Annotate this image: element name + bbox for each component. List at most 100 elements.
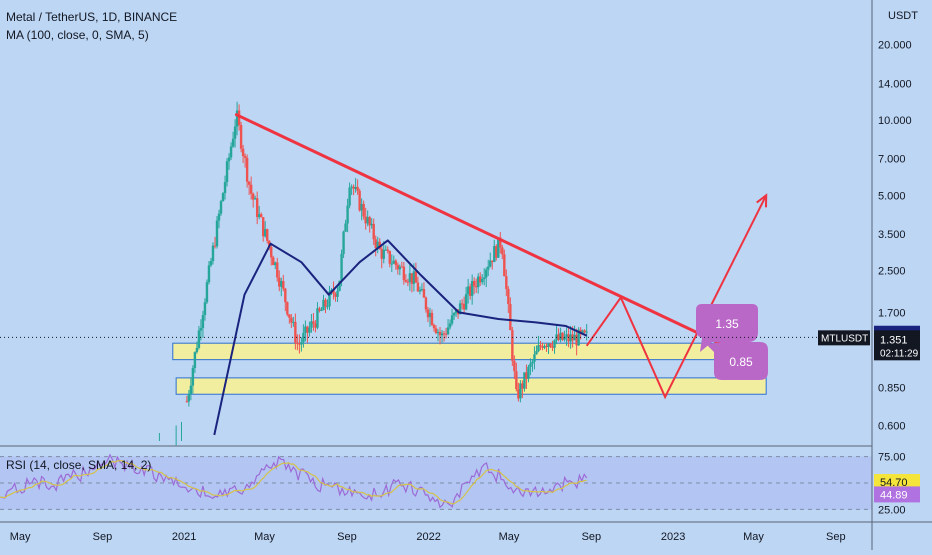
- candle: [507, 286, 510, 314]
- candle: [525, 364, 528, 389]
- candle: [304, 320, 307, 342]
- time-tick-label: May: [10, 531, 31, 543]
- candle: [414, 262, 418, 283]
- candle: [559, 327, 562, 343]
- candle: [272, 255, 275, 266]
- candle: [235, 101, 239, 136]
- candle: [366, 210, 369, 227]
- candle: [392, 255, 396, 265]
- symbol-tag: MTLUSDT: [818, 330, 870, 346]
- candle: [513, 355, 516, 380]
- candle: [499, 232, 502, 254]
- candle: [308, 321, 311, 337]
- candle: [292, 316, 295, 327]
- candle: [360, 198, 363, 221]
- support-bubble-label: 0.85: [729, 355, 753, 369]
- svg-text:MTLUSDT: MTLUSDT: [821, 333, 868, 344]
- candle: [386, 246, 389, 254]
- candle: [223, 175, 227, 200]
- candle: [290, 314, 293, 328]
- candle: [356, 179, 359, 195]
- resistance-trend-line[interactable]: [234, 113, 731, 350]
- candle: [288, 314, 291, 324]
- candle: [553, 339, 556, 354]
- candle: [521, 380, 524, 399]
- ma-indicator-label: MA (100, close, 0, SMA, 5): [6, 28, 149, 42]
- candle: [436, 328, 440, 342]
- support-zone-2[interactable]: [175, 377, 767, 395]
- resistance-bubble[interactable]: 1.35: [696, 304, 758, 352]
- chart-title: Metal / TetherUS, 1D, BINANCE: [6, 10, 178, 24]
- candle: [324, 298, 327, 314]
- candle: [316, 302, 319, 330]
- candle: [432, 323, 436, 332]
- candle: [440, 329, 444, 343]
- candle: [225, 158, 229, 187]
- rsi-tick-label: 75.00: [878, 452, 906, 464]
- candle: [229, 142, 233, 160]
- candle: [531, 358, 534, 372]
- candle: [434, 325, 438, 335]
- time-tick-label: May: [254, 531, 275, 543]
- candle: [394, 259, 398, 270]
- candle: [487, 259, 490, 277]
- candle: [527, 364, 530, 383]
- candle: [575, 328, 578, 356]
- candle: [489, 252, 492, 268]
- candle: [416, 276, 420, 293]
- candle: [418, 286, 422, 295]
- rsi-sma-value-tag: 44.89: [874, 486, 920, 503]
- candle: [322, 294, 325, 311]
- candle: [424, 296, 428, 313]
- candle: [404, 274, 408, 283]
- candle: [243, 153, 247, 168]
- candle: [364, 207, 367, 230]
- candle: [296, 334, 299, 351]
- candle: [191, 365, 195, 394]
- candle: [370, 218, 373, 229]
- candle: [239, 121, 243, 153]
- candle: [193, 351, 197, 373]
- candle: [219, 199, 223, 216]
- candle: [334, 292, 337, 302]
- candle: [187, 389, 191, 407]
- candle: [446, 319, 450, 336]
- candle: [474, 278, 478, 293]
- candle: [348, 182, 351, 209]
- candle: [585, 323, 588, 341]
- candle: [195, 341, 199, 354]
- time-tick-label: Sep: [337, 531, 357, 543]
- support-bubble[interactable]: 0.85: [706, 342, 768, 380]
- candle: [577, 327, 580, 346]
- candle: [354, 178, 357, 193]
- candle: [493, 239, 496, 263]
- price-tick-label: 0.850: [878, 383, 906, 395]
- projection-path[interactable]: [585, 194, 768, 400]
- candle: [384, 245, 387, 251]
- price-tick-label: 20.000: [878, 40, 912, 52]
- candle: [398, 264, 402, 276]
- candle: [408, 264, 412, 291]
- candle: [278, 270, 281, 292]
- candle: [266, 228, 269, 244]
- rsi-sma-line: [0, 460, 587, 505]
- candle: [280, 277, 283, 297]
- candle: [470, 274, 474, 305]
- candle: [406, 278, 410, 287]
- price-tick-label: 3.500: [878, 229, 906, 241]
- candle: [382, 241, 385, 264]
- candle: [294, 313, 297, 350]
- candle: [231, 131, 235, 148]
- candle: [483, 268, 486, 286]
- candle: [197, 325, 201, 350]
- candle: [517, 382, 520, 402]
- candle: [209, 257, 213, 267]
- candle: [203, 298, 207, 321]
- candle: [400, 261, 404, 268]
- candle: [569, 325, 572, 349]
- candle: [481, 274, 484, 285]
- candle: [274, 261, 277, 270]
- time-tick-label: May: [499, 531, 520, 543]
